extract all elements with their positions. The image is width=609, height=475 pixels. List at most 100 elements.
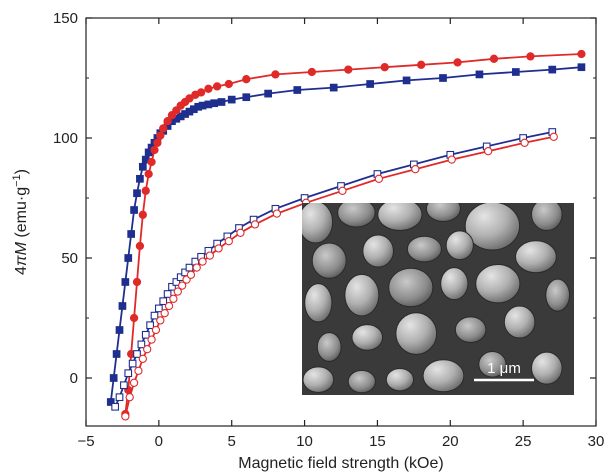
x-tick-label: 10 bbox=[296, 433, 313, 450]
data-point-circle bbox=[212, 82, 222, 91]
data-point-square bbox=[512, 68, 520, 76]
data-point-square bbox=[210, 99, 219, 108]
x-tick-label: −5 bbox=[77, 433, 94, 450]
data-point-square bbox=[124, 254, 133, 262]
data-point-circle bbox=[224, 79, 233, 89]
y-axis-title-prefix: 4 bbox=[13, 266, 30, 275]
y-axis-title-var: M bbox=[13, 241, 30, 255]
data-point-square bbox=[112, 350, 121, 358]
y-axis-title-unit: (emu·g bbox=[13, 187, 30, 242]
data-point-square bbox=[133, 189, 141, 198]
data-point-circle bbox=[156, 131, 165, 140]
data-point-circle bbox=[141, 186, 150, 195]
data-point-square bbox=[242, 93, 251, 102]
data-point-square bbox=[150, 311, 159, 320]
data-point-circle bbox=[129, 313, 139, 323]
data-point-square bbox=[577, 63, 586, 72]
sem-grain bbox=[347, 369, 376, 394]
data-point-circle bbox=[173, 287, 182, 296]
sem-grain bbox=[302, 203, 334, 244]
sem-grain bbox=[464, 203, 521, 251]
data-point-square bbox=[127, 230, 136, 238]
data-point-circle bbox=[344, 65, 353, 74]
data-point-square bbox=[111, 402, 119, 411]
data-point-circle bbox=[125, 393, 134, 402]
x-tick-label: 15 bbox=[369, 433, 386, 450]
sem-grain bbox=[503, 305, 536, 339]
data-point-square bbox=[146, 321, 154, 330]
sem-grain bbox=[362, 234, 394, 268]
data-point-circle bbox=[549, 132, 558, 141]
data-point-circle bbox=[164, 301, 174, 311]
sem-grain bbox=[351, 324, 384, 351]
data-point-circle bbox=[153, 138, 162, 147]
data-point-circle bbox=[411, 165, 420, 174]
data-point-circle bbox=[138, 354, 147, 363]
sem-grain bbox=[337, 203, 376, 228]
data-point-square bbox=[115, 393, 124, 402]
x-tick-label: 30 bbox=[588, 433, 605, 450]
data-point-square bbox=[168, 282, 176, 291]
data-point-square bbox=[128, 359, 137, 368]
axis-ticks bbox=[85, 17, 597, 426]
sem-grain bbox=[422, 359, 465, 393]
data-point-circle bbox=[134, 366, 143, 375]
sem-grain bbox=[311, 242, 347, 279]
data-point-circle bbox=[129, 378, 139, 387]
sem-grain bbox=[316, 332, 342, 362]
sem-grains bbox=[302, 203, 571, 394]
data-point-circle bbox=[198, 257, 207, 266]
sem-grain bbox=[454, 316, 487, 344]
y-axis-title-sup: −1 bbox=[11, 174, 23, 187]
data-point-square bbox=[137, 340, 146, 349]
data-point-square bbox=[118, 302, 127, 310]
data-point-square bbox=[130, 206, 138, 214]
data-point-circle bbox=[143, 345, 152, 354]
data-point-circle bbox=[144, 169, 153, 179]
data-point-square bbox=[115, 326, 124, 334]
data-point-circle bbox=[121, 412, 130, 421]
sem-grain bbox=[304, 283, 333, 323]
data-point-square bbox=[163, 290, 172, 298]
sem-grain bbox=[545, 278, 571, 312]
data-point-circle bbox=[163, 117, 172, 126]
data-point-circle bbox=[132, 277, 142, 287]
data-point-circle bbox=[520, 138, 529, 147]
x-tick-label: 5 bbox=[228, 433, 236, 450]
data-point-square bbox=[106, 398, 115, 406]
data-point-square bbox=[475, 70, 484, 79]
data-point-square bbox=[138, 162, 147, 171]
data-point-circle bbox=[204, 84, 213, 93]
y-axis-title: 4πM (emu·g−1) bbox=[11, 169, 30, 275]
data-point-square bbox=[121, 278, 130, 286]
data-point-circle bbox=[250, 220, 260, 229]
data-point-circle bbox=[147, 335, 156, 344]
data-point-circle bbox=[196, 88, 206, 97]
x-tick-label: 20 bbox=[442, 433, 459, 450]
sem-grain bbox=[425, 203, 461, 223]
data-point-circle bbox=[374, 174, 384, 183]
data-point-circle bbox=[338, 186, 347, 195]
data-point-square bbox=[141, 330, 150, 339]
data-point-circle bbox=[178, 281, 187, 290]
data-point-circle bbox=[185, 94, 194, 103]
sem-grain bbox=[344, 273, 380, 317]
y-axis-title-close: ) bbox=[13, 169, 30, 174]
data-point-square bbox=[264, 89, 272, 98]
scale-bar-label: 1 μm bbox=[487, 360, 521, 377]
sem-grain bbox=[385, 367, 415, 392]
sem-grain bbox=[515, 240, 557, 274]
data-point-circle bbox=[205, 251, 215, 260]
data-point-circle bbox=[380, 63, 389, 72]
sem-inset-image: 1 μm bbox=[302, 203, 574, 395]
data-point-circle bbox=[271, 70, 280, 79]
data-point-square bbox=[109, 374, 118, 382]
y-tick-label: 0 bbox=[70, 370, 78, 387]
data-point-circle bbox=[159, 124, 168, 133]
data-point-circle bbox=[192, 263, 201, 272]
data-point-circle bbox=[214, 244, 223, 253]
y-tick-label: 50 bbox=[61, 250, 78, 267]
data-point-circle bbox=[138, 210, 147, 219]
data-point-circle bbox=[151, 325, 161, 335]
tick-labels: −5 0 5 10 15 20 25 30 0 50 100 150 bbox=[53, 10, 604, 450]
